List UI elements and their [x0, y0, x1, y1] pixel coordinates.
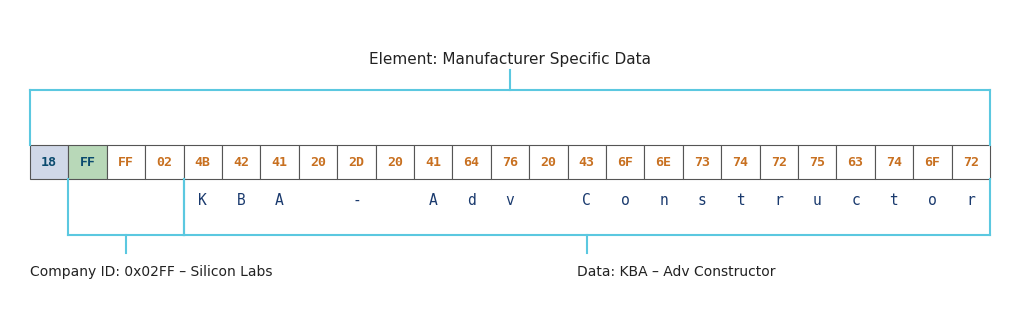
Text: Data: KBA – Adv Constructor: Data: KBA – Adv Constructor	[576, 265, 774, 279]
Bar	[107, 145, 145, 179]
Text: 20: 20	[540, 156, 555, 169]
Text: FF: FF	[79, 156, 96, 169]
Text: K: K	[199, 193, 207, 208]
Bar	[605, 145, 644, 179]
Text: Element: Manufacturer Specific Data: Element: Manufacturer Specific Data	[369, 52, 650, 67]
Bar	[951, 145, 989, 179]
Text: 75: 75	[808, 156, 824, 169]
Text: d: d	[467, 193, 476, 208]
Bar	[145, 145, 183, 179]
Text: 6F: 6F	[923, 156, 940, 169]
Bar	[452, 145, 490, 179]
Bar	[912, 145, 951, 179]
Text: t: t	[889, 193, 898, 208]
Bar	[644, 145, 682, 179]
Text: o: o	[621, 193, 629, 208]
Text: v: v	[505, 193, 514, 208]
Text: 64: 64	[464, 156, 479, 169]
Text: 41: 41	[425, 156, 441, 169]
Bar	[490, 145, 529, 179]
Text: 02: 02	[156, 156, 172, 169]
Text: A: A	[428, 193, 437, 208]
Bar	[682, 145, 720, 179]
Bar	[836, 145, 874, 179]
Text: 42: 42	[233, 156, 249, 169]
Bar	[759, 145, 797, 179]
Text: r: r	[773, 193, 783, 208]
Text: c: c	[851, 193, 859, 208]
Text: t: t	[736, 193, 744, 208]
Text: 2D: 2D	[348, 156, 364, 169]
Text: C: C	[582, 193, 591, 208]
Bar	[68, 145, 107, 179]
Text: o: o	[927, 193, 935, 208]
Text: 41: 41	[271, 156, 287, 169]
Bar	[222, 145, 260, 179]
Bar	[529, 145, 567, 179]
Bar	[414, 145, 452, 179]
Text: 20: 20	[386, 156, 403, 169]
Bar	[337, 145, 375, 179]
Text: n: n	[658, 193, 667, 208]
Text: 63: 63	[847, 156, 863, 169]
Text: A: A	[275, 193, 283, 208]
Text: 6E: 6E	[655, 156, 671, 169]
Text: 74: 74	[886, 156, 901, 169]
Text: 18: 18	[41, 156, 57, 169]
Text: 20: 20	[310, 156, 326, 169]
Bar	[299, 145, 337, 179]
Text: 6F: 6F	[616, 156, 633, 169]
Bar	[874, 145, 912, 179]
Bar	[260, 145, 299, 179]
Bar	[375, 145, 414, 179]
Text: 73: 73	[693, 156, 709, 169]
Text: B: B	[236, 193, 246, 208]
Text: 72: 72	[962, 156, 978, 169]
Text: Company ID: 0x02FF – Silicon Labs: Company ID: 0x02FF – Silicon Labs	[30, 265, 272, 279]
Bar	[30, 145, 68, 179]
Bar	[720, 145, 759, 179]
Bar	[797, 145, 836, 179]
Text: r: r	[965, 193, 974, 208]
Text: FF: FF	[118, 156, 133, 169]
Text: -: -	[352, 193, 361, 208]
Bar	[183, 145, 222, 179]
Text: 43: 43	[578, 156, 594, 169]
Bar	[567, 145, 605, 179]
Text: s: s	[697, 193, 706, 208]
Text: 72: 72	[770, 156, 786, 169]
Text: 4B: 4B	[195, 156, 211, 169]
Text: 74: 74	[732, 156, 748, 169]
Text: u: u	[812, 193, 820, 208]
Text: 76: 76	[501, 156, 518, 169]
